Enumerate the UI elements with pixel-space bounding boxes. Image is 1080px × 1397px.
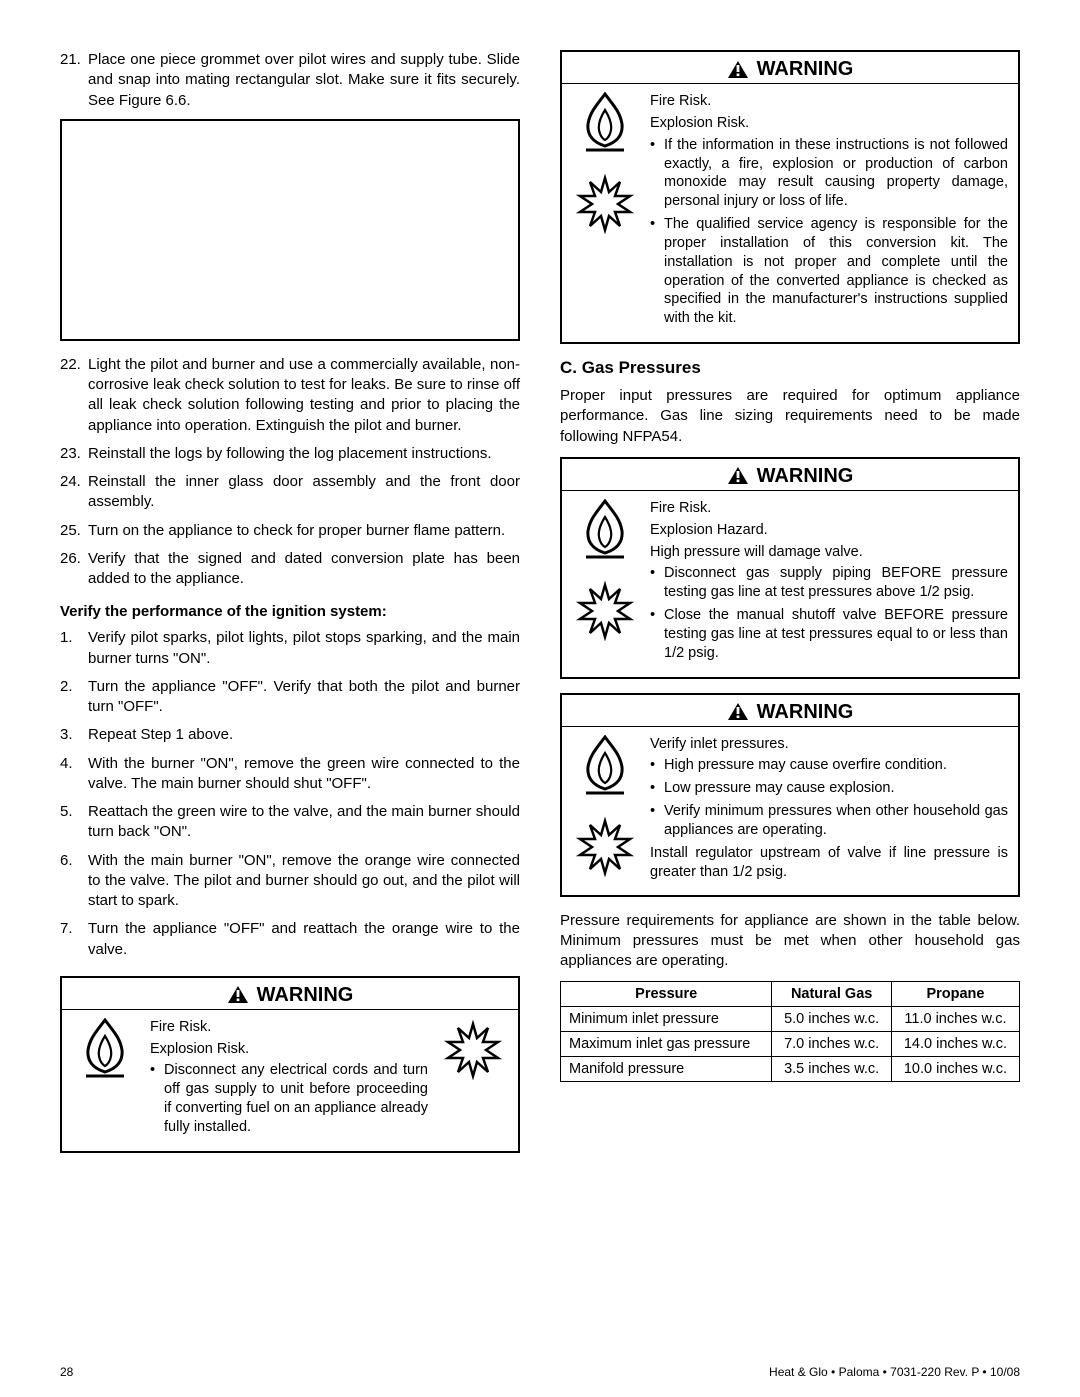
- warning-line: Fire Risk.: [650, 92, 1008, 111]
- gas-pressure-intro: Proper input pressures are required for …: [560, 386, 1020, 447]
- doc-id: Heat & Glo • Paloma • 7031-220 Rev. P • …: [769, 1365, 1020, 1379]
- table-row: Maximum inlet gas pressure 7.0 inches w.…: [561, 1032, 1020, 1057]
- explosion-icon: [576, 579, 634, 641]
- warning-line: Explosion Risk.: [150, 1040, 428, 1059]
- warning-line: Fire Risk.: [150, 1018, 428, 1037]
- warning-line: Explosion Hazard.: [650, 521, 1008, 540]
- page-footer: 28 Heat & Glo • Paloma • 7031-220 Rev. P…: [60, 1365, 1020, 1379]
- warning-bullet: The qualiﬁed service agency is responsib…: [664, 215, 1008, 328]
- figure-placeholder: [60, 119, 520, 341]
- warning-bullet: Verify minimum pressures when other hous…: [664, 802, 1008, 840]
- warning-bullet: Close the manual shutoff valve BEFORE pr…: [664, 606, 1008, 663]
- warning-line: Fire Risk.: [650, 499, 1008, 518]
- warning-line: Explosion Risk.: [650, 114, 1008, 133]
- step-text: Place one piece grommet over pilot wires…: [88, 50, 520, 111]
- warning-bullet: If the information in these instructions…: [664, 136, 1008, 211]
- warning-conversion: WARNING Fire Risk. Explosion Risk. If th…: [560, 50, 1020, 344]
- warning-title: WARNING: [757, 701, 854, 724]
- table-row: Manifold pressure 3.5 inches w.c. 10.0 i…: [561, 1057, 1020, 1082]
- flame-icon: [76, 1018, 134, 1080]
- warning-inlet-pressure: WARNING Verify inlet pressures. High pre…: [560, 693, 1020, 897]
- alert-triangle-icon: [727, 466, 749, 486]
- page-number: 28: [60, 1365, 73, 1379]
- table-row: Minimum inlet pressure 5.0 inches w.c. 1…: [561, 1007, 1020, 1032]
- install-steps-a: 21.Place one piece grommet over pilot wi…: [60, 50, 520, 111]
- warning-line: Verify inlet pressures.: [650, 735, 1008, 754]
- warning-title: WARNING: [757, 58, 854, 81]
- alert-triangle-icon: [227, 985, 249, 1005]
- flame-icon: [576, 735, 634, 797]
- alert-triangle-icon: [727, 702, 749, 722]
- section-c-heading: C. Gas Pressures: [560, 358, 1020, 378]
- pressure-table: Pressure Natural Gas Propane Minimum inl…: [560, 981, 1020, 1082]
- table-header: Pressure: [561, 982, 772, 1007]
- left-column: 21.Place one piece grommet over pilot wi…: [60, 50, 520, 1167]
- pressure-table-intro: Pressure requirements for appliance are …: [560, 911, 1020, 972]
- warning-title: WARNING: [257, 984, 354, 1007]
- explosion-icon: [576, 815, 634, 877]
- verify-heading: Verify the performance of the ignition s…: [60, 603, 520, 620]
- warning-bullet: Low pressure may cause explosion.: [664, 779, 1008, 798]
- install-steps-b: 22.Light the pilot and burner and use a …: [60, 355, 520, 590]
- warning-bullet: Disconnect gas supply piping BEFORE pres…: [664, 564, 1008, 602]
- warning-disconnect: WARNING Fire Risk. Explosion Risk. Disco…: [60, 976, 520, 1153]
- explosion-icon: [576, 172, 634, 234]
- warning-bullet: High pressure may cause overﬁre conditio…: [664, 756, 1008, 775]
- flame-icon: [576, 92, 634, 154]
- warning-line: High pressure will damage valve.: [650, 543, 1008, 562]
- table-header: Propane: [891, 982, 1019, 1007]
- warning-bullet: Disconnect any electrical cords and turn…: [164, 1061, 428, 1136]
- right-column: WARNING Fire Risk. Explosion Risk. If th…: [560, 50, 1020, 1167]
- warning-high-pressure: WARNING Fire Risk. Explosion Hazard. Hig…: [560, 457, 1020, 679]
- step-num: 21.: [60, 50, 88, 111]
- verify-steps: 1.Verify pilot sparks, pilot lights, pil…: [60, 628, 520, 960]
- warning-title: WARNING: [757, 465, 854, 488]
- table-header: Natural Gas: [772, 982, 892, 1007]
- warning-line: Install regulator upstream of valve if l…: [650, 844, 1008, 882]
- alert-triangle-icon: [727, 60, 749, 80]
- flame-icon: [576, 499, 634, 561]
- explosion-icon: [444, 1018, 502, 1080]
